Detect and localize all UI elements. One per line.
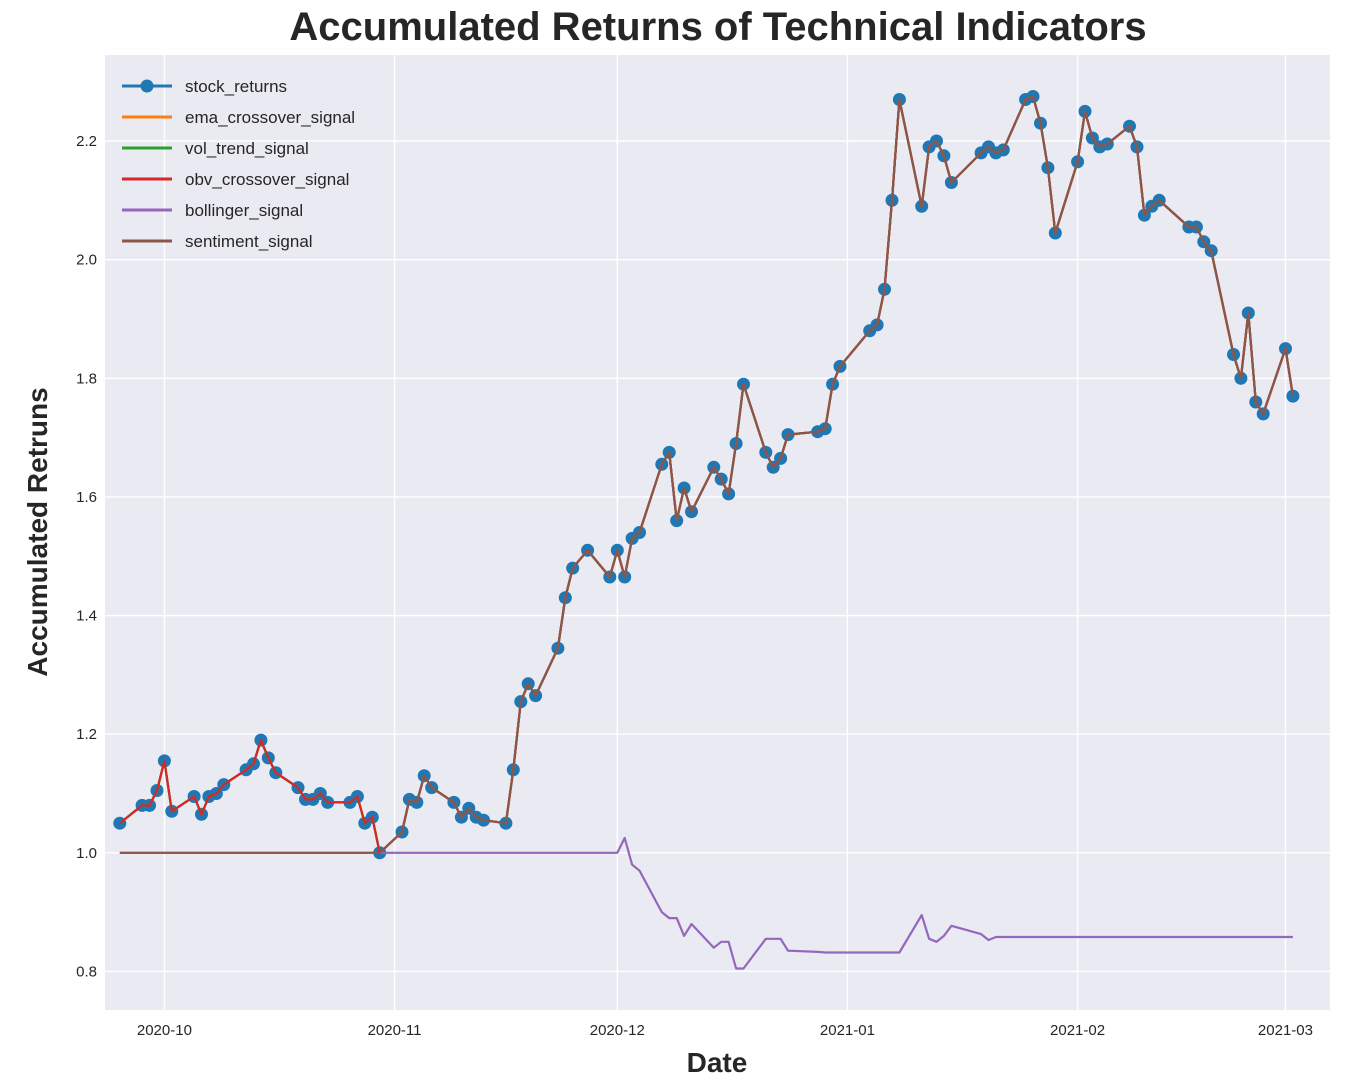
x-axis-label: Date (687, 1047, 748, 1078)
y-tick-label: 2.0 (76, 252, 97, 269)
y-axis-label: Accumulated Retruns (22, 387, 53, 676)
legend-item-stock-returns: stock_returns (122, 77, 287, 96)
legend: stock_returns ema_crossover_signal vol_tre… (122, 77, 355, 251)
x-tick-label: 2020-11 (368, 1022, 422, 1039)
y-tick-label: 1.0 (76, 845, 97, 862)
legend-item-sentiment-signal: sentiment_signal (122, 232, 313, 251)
series-sentiment-signal (119, 95, 1294, 854)
legend-label: obv_crossover_signal (185, 170, 349, 189)
y-tick-label: 1.8 (76, 370, 97, 387)
legend-item-ema-crossover-signal: ema_crossover_signal (122, 108, 355, 127)
legend-item-bollinger-signal: bollinger_signal (122, 201, 303, 220)
legend-label: sentiment_signal (185, 232, 313, 251)
series-line-bollinger-signal (119, 836, 1293, 970)
legend-label: bollinger_signal (185, 201, 303, 220)
y-tick-label: 1.2 (76, 726, 97, 743)
y-tick-label: 1.6 (76, 489, 97, 506)
series-line-sentiment-signal (119, 95, 1294, 854)
series-bollinger-signal (119, 836, 1293, 970)
y-tick-label: 2.2 (76, 133, 97, 150)
x-tick-label: 2020-12 (590, 1022, 645, 1039)
legend-label: stock_returns (185, 77, 287, 96)
legend-marker (140, 79, 154, 93)
y-tick-label: 0.8 (76, 963, 97, 980)
legend-label: ema_crossover_signal (185, 108, 355, 127)
tick-labels: 0.8 1.0 1.2 1.4 1.6 1.8 2.0 2.2 2020-10 2020-11 20… (76, 133, 1313, 1039)
x-tick-label: 2020-10 (137, 1022, 192, 1039)
x-tick-label: 2021-03 (1258, 1022, 1313, 1039)
x-tick-label: 2021-02 (1050, 1022, 1105, 1039)
legend-item-obv-crossover-signal: obv_crossover_signal (122, 170, 349, 189)
series (113, 90, 1300, 970)
legend-item-vol-trend-signal: vol_trend_signal (122, 139, 309, 158)
chart-title: Accumulated Returns of Technical Indicat… (289, 5, 1147, 49)
y-tick-label: 1.4 (76, 608, 97, 625)
plot-area (105, 55, 1330, 1010)
x-tick-label: 2021-01 (820, 1022, 875, 1039)
legend-label: vol_trend_signal (185, 139, 309, 158)
